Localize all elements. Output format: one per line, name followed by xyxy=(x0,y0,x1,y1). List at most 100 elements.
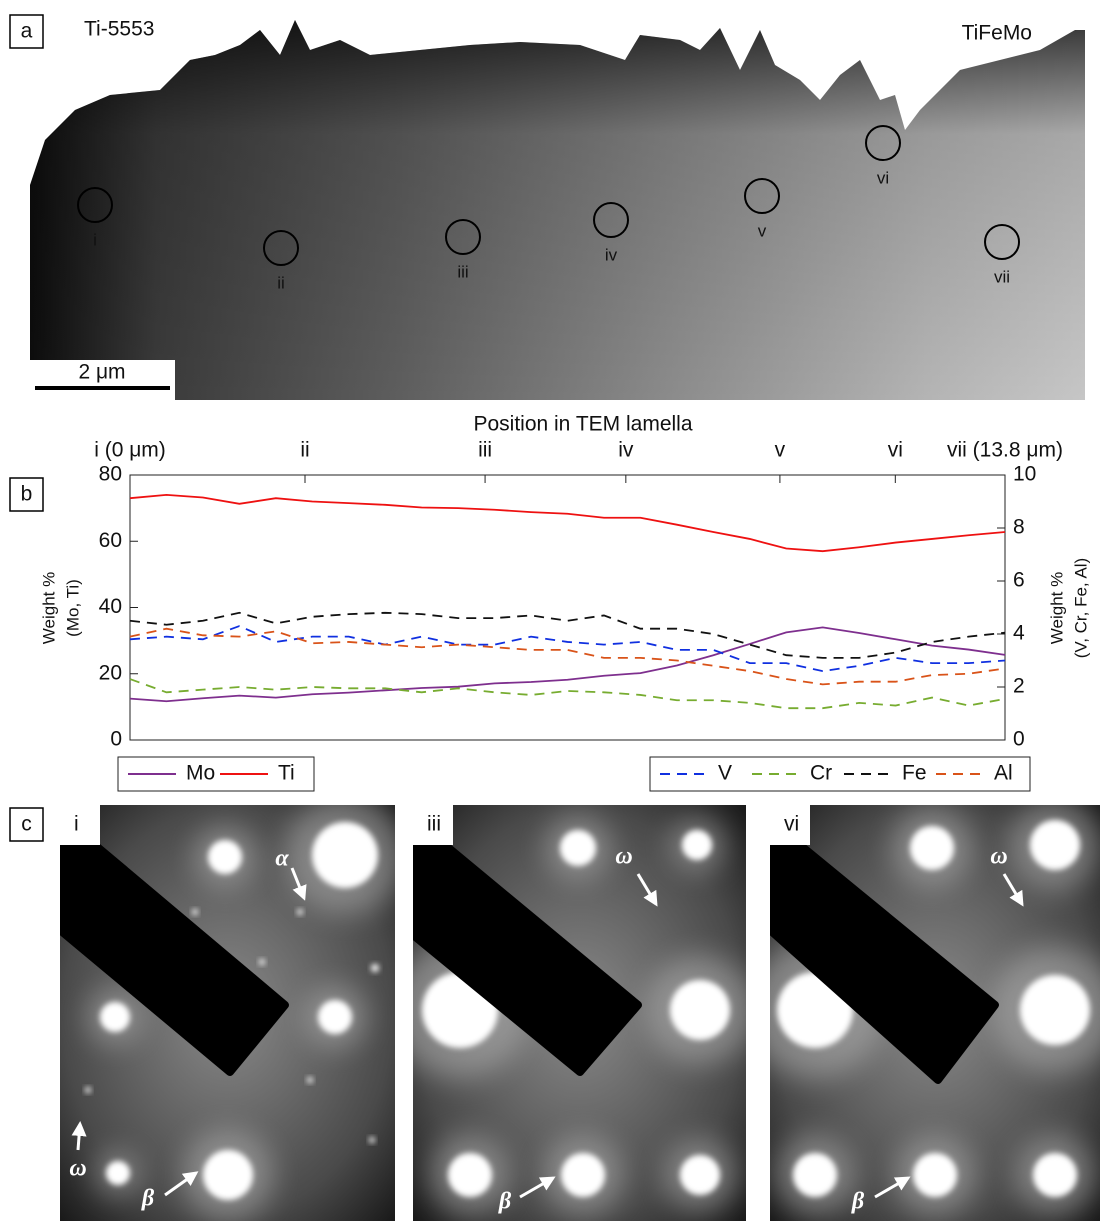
annotation-label: β xyxy=(141,1186,155,1212)
pattern-label-box xyxy=(60,805,100,845)
y-tick-label: 40 xyxy=(99,595,122,618)
y2-tick-label: 2 xyxy=(1013,675,1025,698)
pattern-label-box xyxy=(770,805,810,845)
legend-label: Al xyxy=(994,762,1013,785)
annotation-arrow xyxy=(874,1176,911,1199)
y-axis-title: Weight % xyxy=(39,572,58,644)
marker-circle xyxy=(263,230,299,266)
diffraction-spot xyxy=(318,1000,352,1034)
series-line xyxy=(129,625,1006,673)
diffraction-spot xyxy=(208,840,242,874)
diffraction-spot xyxy=(203,1150,253,1200)
marker-label: v xyxy=(758,221,767,240)
annotation-arrow xyxy=(1002,873,1024,907)
panel-label: b xyxy=(21,483,33,506)
panel-b: b Position in TEM lamella 0 20 40 60 80 0 2 4 6 8… xyxy=(9,413,1090,792)
marker-circle xyxy=(984,224,1020,260)
diffraction-spot xyxy=(910,826,954,870)
diffraction-spot xyxy=(913,1153,957,1197)
diffraction-spot xyxy=(307,1077,313,1083)
diffraction-spot xyxy=(561,1153,605,1197)
diffraction-spot xyxy=(192,909,198,915)
marker-label: i xyxy=(93,230,97,249)
series-line xyxy=(129,611,1006,659)
annotation-label: ω xyxy=(990,844,1007,870)
pattern-label: i xyxy=(74,813,79,836)
diffraction-spot xyxy=(259,959,265,965)
diffraction-spot xyxy=(100,1002,130,1032)
diffraction-spot xyxy=(793,1153,837,1197)
x-tick-label: iii xyxy=(478,439,492,462)
marker-circle xyxy=(865,125,901,161)
y-tick-label: 0 xyxy=(110,728,122,751)
legend-label: Mo xyxy=(186,762,215,785)
diffraction-spot xyxy=(85,1087,91,1093)
legend-label: Ti xyxy=(278,762,295,785)
pattern-label: iii xyxy=(427,813,441,836)
annotation-label: ω xyxy=(615,844,632,870)
right-label: TiFeMo xyxy=(962,22,1032,45)
marker-label: vi xyxy=(877,168,889,187)
x-tick-label: ii xyxy=(300,439,309,462)
y2-tick-label: 0 xyxy=(1013,728,1025,751)
y2-tick-label: 6 xyxy=(1013,569,1025,592)
panel-label-box xyxy=(9,477,44,512)
marker-label: ii xyxy=(277,273,285,292)
diffraction-spot xyxy=(371,964,379,972)
series-line xyxy=(129,626,1006,703)
annotation-label: ω xyxy=(69,1156,86,1182)
annotation-label: β xyxy=(498,1189,512,1215)
y-tick-label: 80 xyxy=(99,463,122,486)
plot-frame xyxy=(129,474,1006,741)
panel-c: c i α ω β iii ω β vi ω β xyxy=(9,805,1100,1221)
annotation-arrow xyxy=(519,1176,556,1199)
diffraction-pattern xyxy=(413,805,746,1221)
diffraction-spot xyxy=(297,909,303,915)
diffraction-pattern xyxy=(60,805,395,1221)
y2-tick-label: 10 xyxy=(1013,463,1036,486)
legend-label: Cr xyxy=(810,762,832,785)
series-line xyxy=(129,627,1006,686)
diffraction-spot xyxy=(1030,820,1080,870)
x-tick-label: iv xyxy=(618,439,634,462)
diffraction-spot xyxy=(448,1153,492,1197)
x-tick-label: i (0 μm) xyxy=(94,439,166,462)
diffraction-spot xyxy=(670,980,730,1040)
panel-label: a xyxy=(21,20,33,43)
diffraction-spot xyxy=(560,830,596,866)
x-axis-title: Position in TEM lamella xyxy=(473,413,692,436)
y2-tick-label: 8 xyxy=(1013,516,1025,539)
x-tick-label: vi xyxy=(888,439,903,462)
legend-label: V xyxy=(718,762,732,785)
diffraction-spot xyxy=(1033,1153,1077,1197)
diffraction-spot xyxy=(680,1155,720,1195)
x-tick-label: v xyxy=(775,439,786,462)
panel-label-box xyxy=(9,807,44,842)
marker-label: iv xyxy=(605,245,618,264)
legend-box xyxy=(649,756,1031,792)
diffraction-spot xyxy=(1020,975,1090,1045)
annotation-arrow xyxy=(164,1171,199,1197)
y-tick-label: 60 xyxy=(99,529,122,552)
y2-tick-label: 4 xyxy=(1013,622,1025,645)
scale-bar-label: 2 μm xyxy=(78,361,125,384)
legend-label: Fe xyxy=(902,762,927,785)
marker-label: iii xyxy=(457,262,468,281)
x-tick-label: vii (13.8 μm) xyxy=(947,439,1063,462)
diffraction-spot xyxy=(682,830,712,860)
y-tick-label: 20 xyxy=(99,661,122,684)
diffraction-spot xyxy=(106,1161,130,1185)
scale-bar-background xyxy=(20,360,175,402)
annotation-arrow xyxy=(636,873,658,907)
diffraction-spot xyxy=(312,822,378,888)
marker-circle xyxy=(593,202,629,238)
panel-label: c xyxy=(21,813,32,836)
pattern-label-box xyxy=(413,805,453,845)
y2-axis-title: (V, Cr, Fe, Al) xyxy=(1071,558,1090,658)
y2-axis-title: Weight % xyxy=(1047,572,1066,644)
marker-circle xyxy=(744,178,780,214)
diffraction-pattern xyxy=(770,805,1100,1221)
diffraction-spot xyxy=(369,1137,375,1143)
